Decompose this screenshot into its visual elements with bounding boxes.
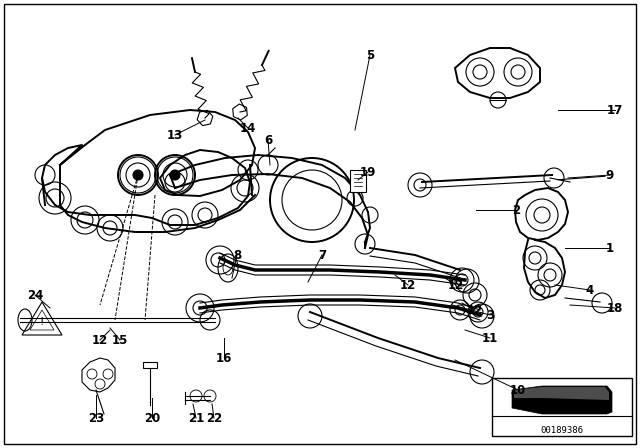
- Text: 19: 19: [360, 165, 376, 178]
- Text: 14: 14: [240, 121, 256, 134]
- FancyBboxPatch shape: [350, 170, 366, 192]
- Text: 00189386: 00189386: [541, 426, 584, 435]
- Text: 2: 2: [512, 203, 520, 216]
- Text: 8: 8: [233, 249, 241, 262]
- FancyBboxPatch shape: [143, 362, 157, 368]
- FancyArrowPatch shape: [558, 176, 605, 180]
- Text: 24: 24: [27, 289, 43, 302]
- Text: 18: 18: [607, 302, 623, 314]
- Text: 21: 21: [188, 412, 204, 425]
- Circle shape: [133, 170, 143, 180]
- FancyBboxPatch shape: [492, 378, 632, 436]
- Text: 20: 20: [144, 412, 160, 425]
- Text: 12: 12: [92, 333, 108, 346]
- Circle shape: [170, 170, 180, 180]
- Text: 22: 22: [206, 412, 222, 425]
- Text: 6: 6: [264, 134, 272, 146]
- Text: 11: 11: [482, 332, 498, 345]
- Text: 16: 16: [216, 352, 232, 365]
- Text: 10: 10: [510, 383, 526, 396]
- Text: 3: 3: [486, 309, 494, 322]
- Text: 12: 12: [448, 279, 464, 292]
- Text: 4: 4: [586, 284, 594, 297]
- Text: 12: 12: [400, 279, 416, 292]
- Text: 23: 23: [88, 412, 104, 425]
- Text: !: !: [40, 317, 44, 327]
- Text: 9: 9: [606, 168, 614, 181]
- Text: 17: 17: [607, 103, 623, 116]
- Text: 12: 12: [467, 303, 483, 316]
- Text: 15: 15: [112, 333, 128, 346]
- FancyBboxPatch shape: [4, 4, 636, 444]
- Text: 13: 13: [167, 129, 183, 142]
- Text: 7: 7: [318, 249, 326, 262]
- Text: 5: 5: [366, 48, 374, 61]
- Polygon shape: [512, 386, 612, 414]
- Polygon shape: [514, 387, 609, 400]
- Text: 1: 1: [606, 241, 614, 254]
